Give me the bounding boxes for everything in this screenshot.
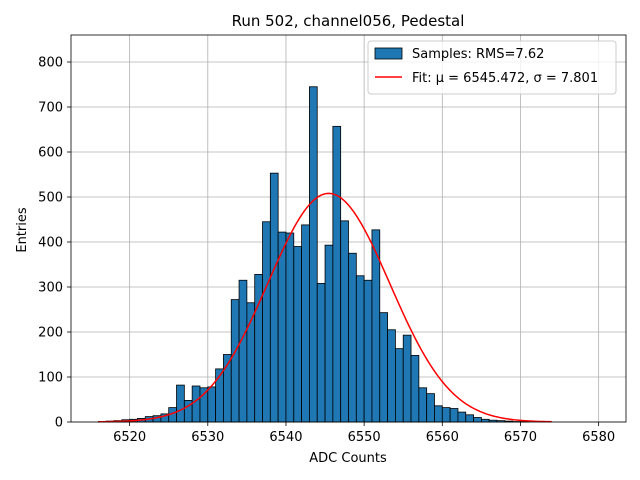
legend-samples-swatch — [374, 47, 403, 60]
histogram-bar — [230, 299, 240, 423]
histogram-bars — [97, 86, 529, 423]
y-tick-label: 0 — [55, 416, 63, 431]
x-tick-label: 6560 — [426, 430, 459, 445]
y-tick-label: 400 — [38, 236, 63, 251]
y-tick-label: 300 — [38, 281, 63, 296]
histogram-bar — [457, 411, 467, 423]
histogram-bar — [473, 417, 482, 423]
histogram-bar — [426, 393, 435, 423]
histogram-bar — [207, 386, 217, 423]
legend-fit-label: Fit: μ = 6545.472, σ = 7.801 — [412, 71, 598, 86]
histogram-bar — [449, 408, 459, 423]
histogram-bar — [238, 279, 248, 423]
histogram-bar — [332, 125, 342, 423]
histogram-bar — [285, 232, 295, 423]
histogram-bar — [418, 387, 428, 423]
x-tick-label: 6520 — [113, 430, 146, 445]
histogram-bar — [191, 385, 201, 423]
histogram-bar — [434, 405, 443, 423]
y-tick-label: 500 — [38, 191, 63, 206]
histogram-bar — [480, 418, 490, 423]
histogram-bar — [277, 231, 287, 423]
histogram-bar — [379, 312, 388, 423]
histogram-bar — [269, 172, 279, 423]
grid-lines — [71, 35, 626, 423]
x-tick-label: 6530 — [191, 430, 224, 445]
x-tick-label: 6570 — [504, 430, 537, 445]
histogram-bar — [301, 224, 310, 423]
histogram-bar — [387, 329, 396, 423]
histogram-bar — [316, 282, 326, 423]
plot-frame — [70, 34, 627, 423]
y-tick-label: 200 — [38, 326, 63, 341]
x-axis-ticks: 6520 6530 6540 6550 6560 6570 6580 — [113, 422, 615, 445]
histogram-bar — [355, 275, 365, 423]
y-axis-ticks: 0 100 200 300 400 500 600 700 800 — [38, 56, 71, 431]
y-tick-label: 100 — [38, 371, 63, 386]
histogram-bar — [262, 221, 271, 423]
legend-box — [367, 40, 617, 95]
y-tick-label: 800 — [38, 56, 63, 71]
y-axis-title: Entries — [15, 207, 30, 253]
x-tick-label: 6550 — [348, 430, 381, 445]
histogram-bar — [465, 414, 474, 423]
histogram-bar — [324, 244, 334, 423]
histogram-bar — [293, 246, 302, 423]
histogram-bar — [176, 384, 185, 423]
legend-samples-label: Samples: RMS=7.62 — [412, 47, 544, 62]
x-tick-label: 6580 — [582, 430, 615, 445]
histogram-bar — [402, 334, 412, 423]
legend: Samples: RMS=7.62 Fit: μ = 6545.472, σ =… — [367, 40, 617, 95]
y-tick-label: 600 — [38, 146, 63, 161]
x-tick-label: 6540 — [269, 430, 302, 445]
histogram-bar — [395, 348, 404, 423]
chart-title: Run 502, channel056, Pedestal — [232, 12, 465, 30]
x-axis-title: ADC Counts — [309, 451, 387, 466]
y-tick-label: 700 — [38, 101, 63, 116]
histogram-bar — [340, 220, 349, 423]
fit-curve — [98, 192, 552, 423]
histogram-bar — [309, 86, 318, 423]
histogram-bar — [348, 252, 357, 423]
histogram-bar — [441, 407, 451, 423]
histogram-bar — [363, 279, 373, 423]
histogram-bar — [410, 354, 420, 423]
